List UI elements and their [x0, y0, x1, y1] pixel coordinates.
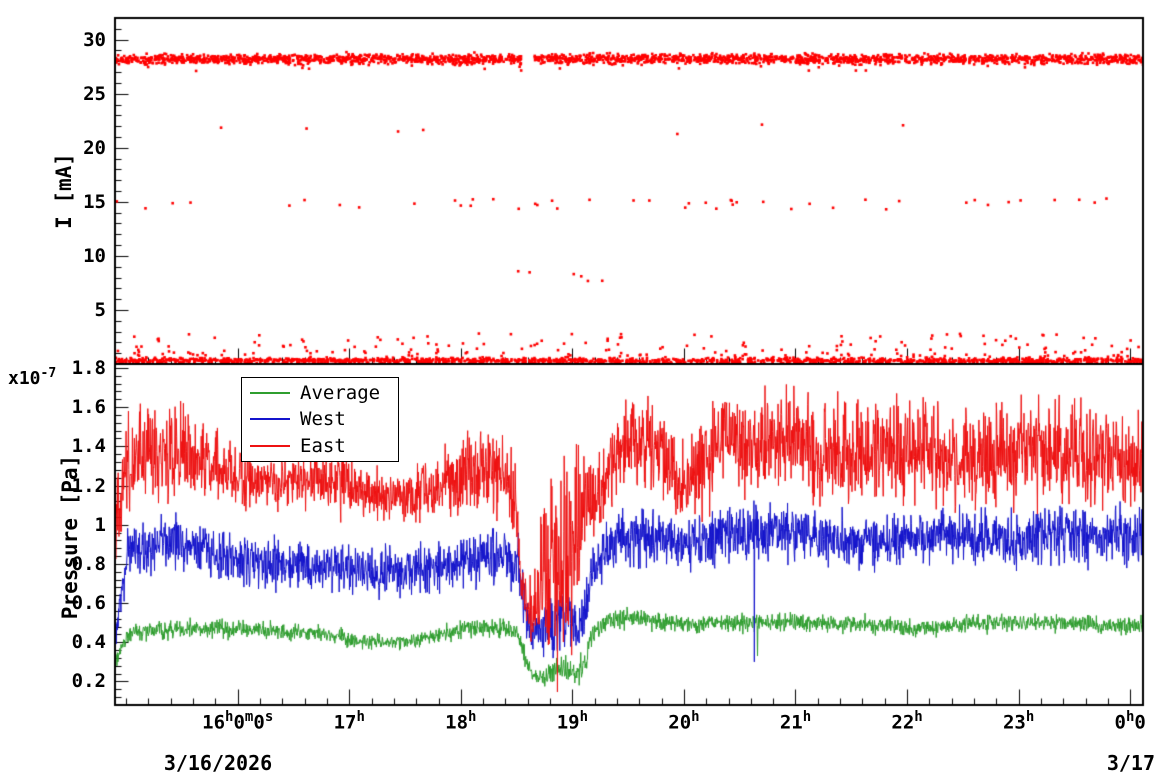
legend-line-swatch: [250, 444, 290, 447]
pressure-scale-exponent-label: x10-7: [8, 366, 56, 389]
legend-line-swatch: [250, 392, 290, 395]
legend-label: Average: [300, 382, 381, 405]
date-right-label: 3/17: [1106, 751, 1155, 775]
legend-label: East: [300, 434, 346, 457]
scale-base: x10: [8, 368, 41, 389]
current-axis-title: I [mA]: [52, 153, 76, 229]
scale-exponent: -7: [40, 366, 57, 381]
legend-entry-east: East: [242, 433, 398, 459]
legend-entry-west: West: [242, 406, 398, 432]
legend-line-swatch: [250, 418, 290, 421]
pressure-axis-title: Pressure [Pa]: [58, 454, 82, 620]
legend: Average West East: [241, 377, 399, 462]
date-left-label: 3/16/2026: [163, 751, 273, 775]
legend-label: West: [300, 408, 346, 431]
legend-entry-average: Average: [242, 380, 398, 406]
